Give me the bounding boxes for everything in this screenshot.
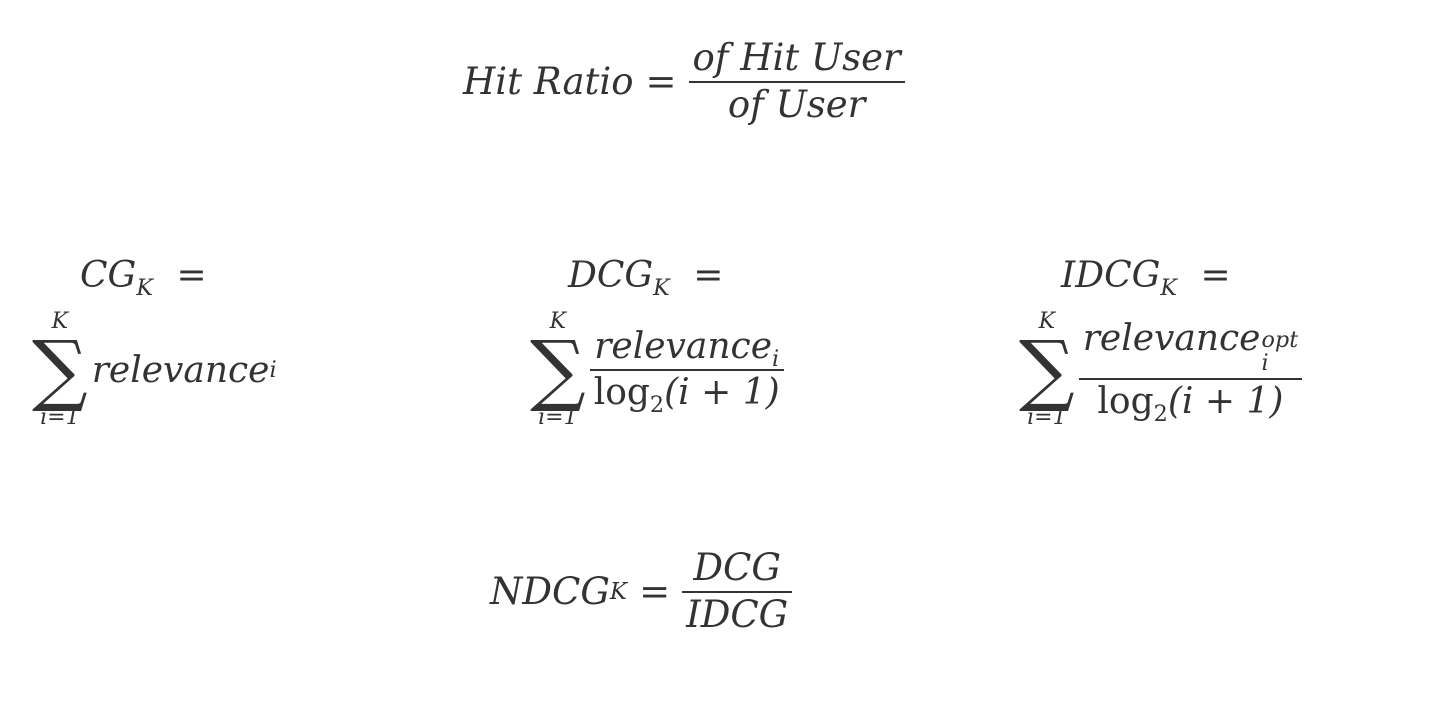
dcg-sum-lower: i=1 [538,405,578,431]
cg-summation: K ∑ i=1 [32,311,88,429]
ndcg-numerator: DCG [693,546,781,589]
hit-ratio-denominator: of User [727,82,866,126]
hit-ratio-fraction: of Hit User of User [688,36,905,126]
dcg-sum-symbol: ∑ [530,325,586,415]
cg-lhs-line: CGK = [32,255,277,299]
idcg-lhs: IDCG [1061,255,1161,296]
ndcg-fraction-bar [682,590,793,593]
idcg-formula: IDCGK = K ∑ i=1 relevance opt i log2(i + 1… [1019,255,1303,429]
cg-sum-upper: K [51,309,69,334]
ndcg-formula: NDCG K = DCG IDCG [490,546,793,636]
cg-rhs: K ∑ i=1 relevance i [32,309,277,431]
dcg-numerator-term: relevance [594,326,773,368]
idcg-fraction: relevance opt i log2(i + 1) [1078,319,1303,424]
dcg-log: log [593,372,650,414]
dcg-denominator: log2(i + 1) [590,371,784,416]
hit-ratio-formula: Hit Ratio = of Hit User of User [463,36,905,126]
idcg-sum-lower: i=1 [1027,405,1067,431]
dcg-sum-upper: K [549,309,567,334]
dcg-log-arg: (i + 1) [664,372,780,414]
cg-lhs: CG [80,255,137,296]
dcg-lhs-line: DCGK = [530,255,784,299]
cg-term: relevance [91,349,270,391]
idcg-fraction-bar [1078,377,1303,380]
hit-ratio-lhs: Hit Ratio [463,60,634,104]
idcg-numerator-scripts: opt i [1261,326,1299,377]
cg-formula: CGK = K ∑ i=1 relevance i [32,255,277,429]
idcg-summation: K ∑ i=1 [1019,311,1075,429]
dcg-numerator: relevancei [590,326,783,373]
idcg-numerator-subscript: i [1261,350,1269,377]
ndcg-equals: = [639,570,671,614]
dcg-formula: DCGK = K ∑ i=1 relevancei log2(i + 1) [530,255,784,429]
idcg-log-base: 2 [1153,400,1168,427]
dcg-log-base: 2 [649,391,665,418]
hit-ratio-numerator: of Hit User [692,36,901,79]
ndcg-lhs: NDCG [490,570,610,614]
dcg-rhs: K ∑ i=1 relevancei log2(i + 1) [530,311,784,429]
ndcg-denominator: IDCG [686,592,789,636]
dcg-numerator-subscript: i [772,346,780,373]
idcg-log-arg: (i + 1) [1167,380,1284,422]
dcg-fraction: relevancei log2(i + 1) [589,326,784,416]
hit-ratio-row: Hit Ratio = of Hit User of User [463,36,905,126]
idcg-rhs: K ∑ i=1 relevance opt i log2(i + 1) [1019,311,1303,429]
idcg-denominator: log2(i + 1) [1093,380,1287,424]
hit-ratio-equals: = [645,60,677,104]
idcg-lhs-subscript: K [1160,274,1178,301]
idcg-equals: = [1200,255,1231,296]
hit-ratio-fraction-bar [688,80,905,83]
cg-lhs-subscript: K [136,274,153,301]
cg-equals: = [176,255,207,296]
idcg-numerator-superscript: opt [1261,326,1299,353]
ndcg-row: NDCG K = DCG IDCG [490,546,793,636]
idcg-numerator: relevance opt i [1079,319,1302,378]
idcg-log: log [1097,380,1154,422]
cg-sum-lower: i=1 [40,405,80,431]
idcg-sum-upper: K [1038,309,1056,334]
dcg-equals: = [693,255,724,296]
idcg-sum-symbol: ∑ [1019,325,1075,415]
dcg-lhs-subscript: K [653,274,670,301]
ndcg-fraction: DCG IDCG [682,546,793,636]
dcg-fraction-bar [589,369,784,372]
idcg-numerator-term: relevance [1082,318,1261,359]
dcg-lhs: DCG [568,255,654,296]
dcg-summation: K ∑ i=1 [530,311,586,429]
idcg-lhs-line: IDCGK = [1019,255,1302,299]
cg-sum-symbol: ∑ [32,325,88,415]
